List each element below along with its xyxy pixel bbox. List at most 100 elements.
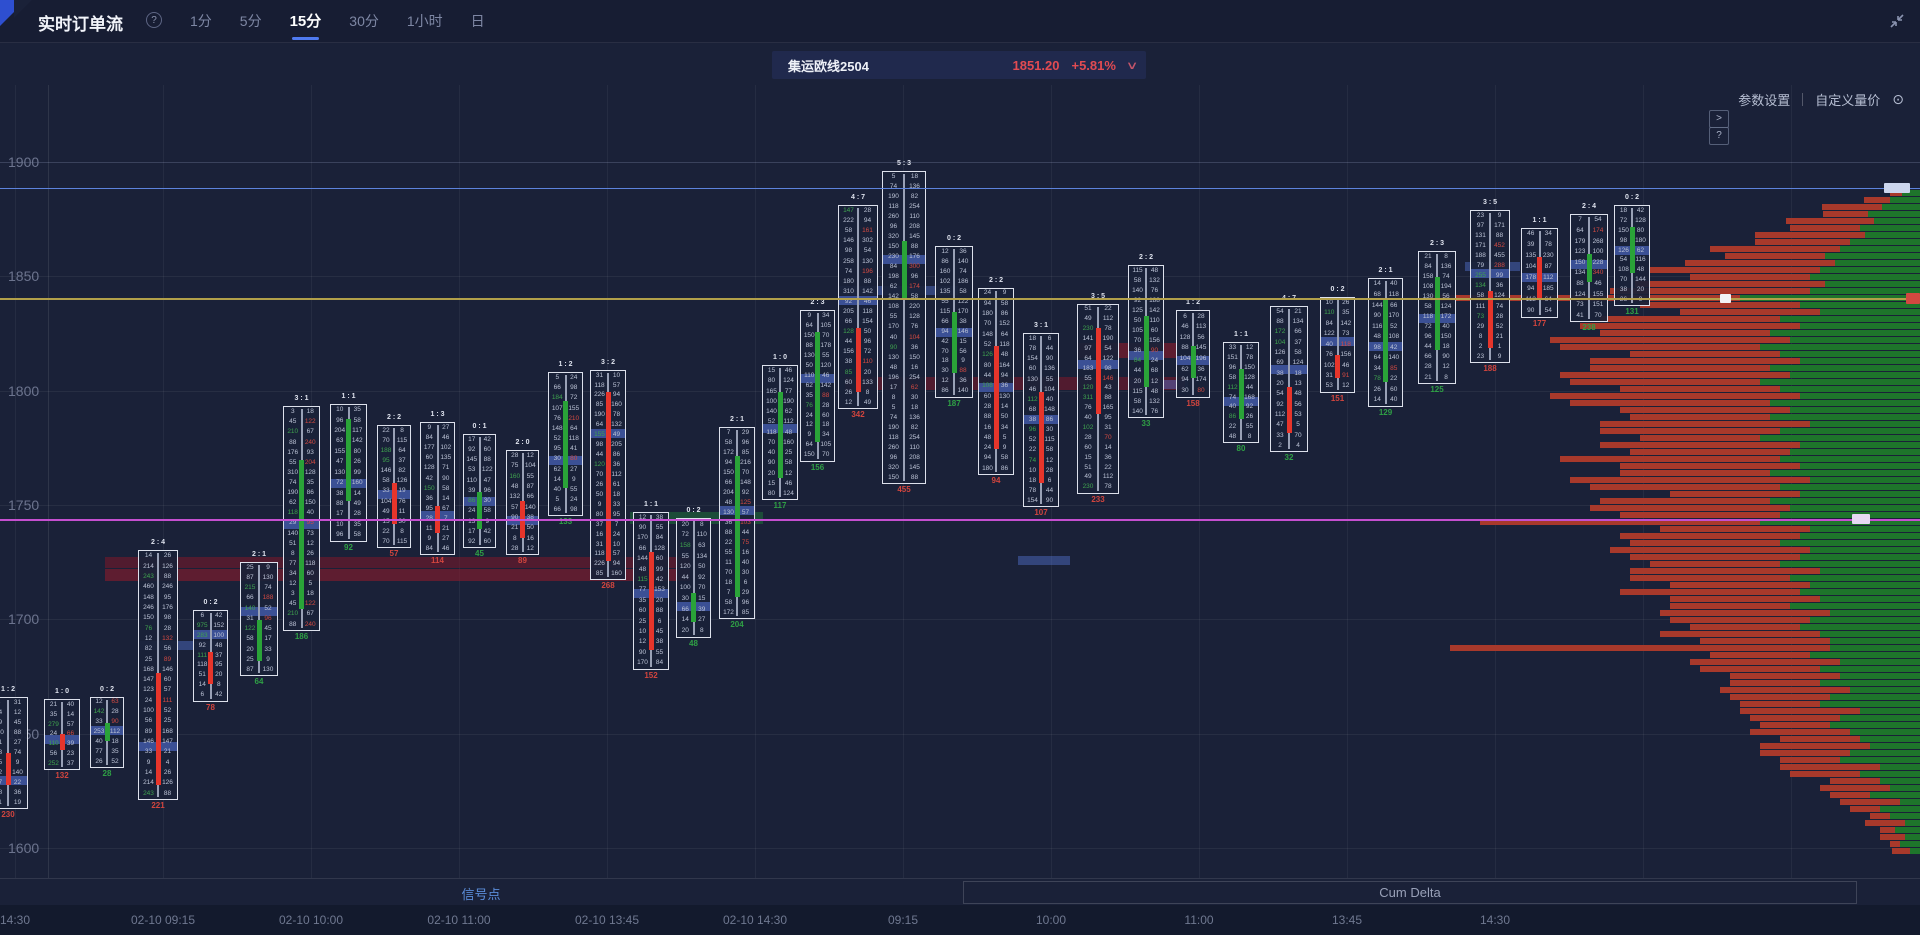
candle-cell-row: 128 71	[421, 464, 454, 474]
ask-volume-cell: 9	[1002, 289, 1007, 297]
ask-volume-cell: 28	[1495, 312, 1504, 320]
candle-cell-row: 126 58	[1271, 348, 1307, 358]
candle-cell-row: 118 48	[763, 428, 797, 438]
bid-volume-cell: 17	[468, 527, 476, 535]
ask-volume-cell: 34	[1544, 230, 1552, 238]
collapse-icon[interactable]	[1888, 12, 1906, 30]
candle-cell-row: 108 220	[883, 303, 925, 313]
profile-buy-bar	[1860, 771, 1920, 777]
candle-cell-row: 36 14	[421, 494, 454, 504]
ask-volume-cell: 196	[862, 267, 873, 275]
bid-volume-cell: 6	[200, 691, 205, 699]
candle-header-ratio: 1 : 1	[341, 393, 356, 401]
tab-timeframe-1小时[interactable]: 1小时	[406, 13, 443, 29]
ask-volume-cell: 14	[66, 710, 75, 718]
candle-cell-row: 5 18	[883, 403, 925, 413]
candle-body	[648, 551, 654, 650]
bid-volume-cell: 55	[724, 548, 733, 556]
bid-volume-cell: 146	[143, 738, 154, 745]
candle-cell-grid: 147 28 222 94 58 161 146 302 98 54 258 130 74 196 180 8…	[839, 206, 877, 408]
ask-volume-cell: 40	[66, 700, 75, 708]
ask-volume-cell: 12	[1342, 382, 1350, 390]
tab-timeframe-15分[interactable]: 15分	[290, 0, 321, 43]
bid-volume-cell: 34	[289, 570, 297, 577]
bid-volume-cell: 6	[200, 611, 205, 619]
candle-cell-row: 41 70	[1571, 311, 1607, 322]
gear-icon[interactable]: ⊙	[1892, 91, 1904, 107]
candle-cell-row: 55 128	[883, 313, 925, 323]
bid-volume-cell: 26	[844, 388, 853, 396]
bid-volume-cell: 150	[1618, 226, 1629, 234]
ask-volume-cell: 58	[910, 293, 919, 301]
tab-timeframe-30分[interactable]: 30分	[349, 13, 379, 29]
bid-volume-cell: 72	[681, 531, 689, 539]
bid-volume-cell: 142	[93, 708, 105, 716]
ask-volume-cell: 128	[304, 468, 316, 476]
chart-area[interactable]: 19001850180017501700165016001 : 28315412…	[0, 43, 1920, 878]
bid-volume-cell: 975	[196, 621, 208, 629]
signal-panel-title[interactable]: 信号点	[461, 887, 501, 902]
candle-cell-grid: 15 46 80 124 165 77 100 190 140 62 52 112 118 48 70 160…	[763, 366, 797, 499]
profile-sell-bar	[1740, 708, 1860, 714]
profile-buy-bar	[1868, 211, 1920, 217]
profile-buy-bar	[1835, 260, 1920, 266]
bid-volume-cell: 72	[336, 479, 344, 487]
bid-volume-cell: 64	[1373, 354, 1381, 362]
ask-volume-cell: 26	[306, 549, 314, 557]
ask-volume-cell: 52	[1495, 322, 1504, 330]
candle-cell-row: 210 67	[284, 610, 319, 620]
ask-volume-cell: 76	[910, 323, 919, 331]
bid-volume-cell: 12	[95, 698, 103, 706]
param-settings-button[interactable]: 参数设置	[1738, 92, 1791, 108]
profile-sell-bar	[1685, 260, 1835, 266]
cum-delta-panel-title[interactable]: Cum Delta	[963, 881, 1857, 904]
bid-volume-cell: 28	[0, 788, 3, 796]
candle-cell-row: 88 49	[331, 499, 366, 509]
candle-header-ratio: 2 : 3	[1429, 240, 1444, 247]
candle-cell-row: 147 28	[839, 206, 877, 216]
candle-cell-grid: 5 24 66 98 184 72 107 155 76 210 148 64 52 118 95 41 30 8…	[549, 373, 582, 515]
bid-volume-cell: 10	[336, 520, 344, 528]
ask-volume-cell: 60	[163, 676, 172, 684]
timeframe-tabs: 1分 5分 15分 30分 1小时 日	[178, 0, 485, 43]
ask-volume-cell: 128	[654, 544, 665, 552]
bid-volume-cell: 48	[1228, 433, 1237, 441]
bid-volume-cell: 88	[724, 528, 733, 536]
candle-wick	[692, 521, 695, 635]
tab-timeframe-5分[interactable]: 5分	[239, 13, 262, 29]
bid-volume-cell: 28	[511, 451, 519, 459]
profile-sell-bar	[1670, 582, 1810, 588]
candle-cell-grid: 10 26 110 35 84 142 122 73 40 118 76 156 102 46 31 91 53…	[1321, 298, 1354, 392]
candle-cell-row: 7 54	[1571, 215, 1607, 226]
candle-cell-row: 100 70	[677, 583, 710, 594]
tab-timeframe-日[interactable]: 日	[470, 13, 485, 29]
candle-cell-row: 320 145	[883, 232, 925, 242]
bid-volume-cell: 89	[144, 727, 153, 735]
candle-cell-row: 45 122	[284, 418, 319, 428]
help-icon[interactable]: ?	[146, 12, 162, 28]
candle-cell-row: 48 108	[1369, 332, 1402, 343]
candle-cell-row: 170 84	[634, 658, 668, 668]
bid-volume-cell: 52	[553, 435, 561, 443]
panel-help-button[interactable]: ?	[1709, 127, 1729, 145]
bid-volume-cell: 48	[889, 363, 898, 371]
tab-timeframe-1分[interactable]: 1分	[190, 13, 212, 29]
ask-volume-cell: 56	[1197, 333, 1205, 341]
symbol-selector[interactable]: 集运欧线2504 1851.20 +5.81% ∨	[772, 51, 1146, 79]
candle-cell-row: 17 42	[464, 527, 495, 537]
x-axis-label: 02-10 14:30	[722, 913, 788, 927]
custom-volume-price-button[interactable]: 自定义量价	[1815, 92, 1881, 108]
candle-header-ratio: 2 : 2	[988, 276, 1003, 284]
candle-cell-row: 40 18	[91, 737, 123, 747]
ask-volume-cell: 152	[999, 320, 1010, 328]
ask-volume-cell: 40	[741, 558, 750, 566]
candle-body	[1487, 291, 1493, 349]
ask-volume-cell: 25	[784, 449, 793, 457]
candle-cell-row: 30 88	[936, 367, 972, 377]
candle-cell-row: 85 160	[591, 401, 625, 411]
candle-cell-grid: 51 22 49 112 230 78 141 190 97 54 64 122 183 98 55 146 1…	[1078, 305, 1118, 493]
expand-panel-button[interactable]: >	[1709, 110, 1729, 128]
ask-volume-cell: 49	[612, 431, 621, 439]
ask-volume-cell: 46	[822, 371, 830, 379]
